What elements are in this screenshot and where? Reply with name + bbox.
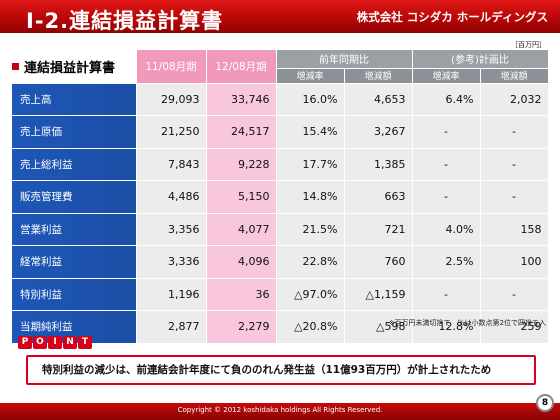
row-label: 売上総利益	[12, 148, 137, 181]
plan-amount: -	[480, 278, 549, 311]
point-letter: O	[33, 336, 47, 349]
subheader-yoy-rate: 増減率	[276, 68, 345, 84]
value-12-08: 33,746	[206, 83, 277, 116]
period-header-1: 11/08月期	[136, 50, 207, 84]
yoy-amount: 1,385	[344, 148, 413, 181]
table-row: 売上高 29,093 33,746 16.0% 4,653 6.4% 2,032	[12, 83, 549, 116]
yoy-rate: △97.0%	[276, 278, 345, 311]
table-row: 販売管理費 4,486 5,150 14.8% 663- -	[12, 180, 549, 214]
plan-rate: -	[412, 180, 481, 214]
plan-amount: -	[480, 148, 549, 181]
row-label: 販売管理費	[12, 180, 137, 214]
yoy-rate: △20.8%	[276, 310, 345, 344]
group-header-yoy: 前年同期比	[276, 50, 413, 69]
subheader-plan-rate: 増減率	[412, 68, 481, 84]
table-label: 連結損益計算書	[24, 60, 116, 76]
header-bar: Ⅰ-2.連結損益計算書 株式会社 コシダカ ホールディングス	[0, 0, 560, 33]
bullet-square-icon	[12, 62, 19, 70]
table-row: 営業利益 3,356 4,077 21.5% 721 4.0% 158	[12, 213, 549, 246]
point-letter: N	[63, 336, 77, 349]
point-letter: T	[78, 336, 92, 349]
plan-rate: 6.4%	[412, 83, 481, 116]
yoy-rate: 16.0%	[276, 83, 345, 116]
point-letter: I	[48, 336, 62, 349]
plan-amount: 259	[480, 310, 549, 344]
yoy-amount: 4,653	[344, 83, 413, 116]
value-11-08: 7,843	[136, 148, 207, 181]
plan-rate: -	[412, 278, 481, 311]
company-logo: 株式会社 コシダカ ホールディングス	[356, 10, 548, 24]
income-statement-table: 連結損益計算書 11/08月期 12/08月期 前年同期比 (参考)計画比 増減…	[12, 50, 549, 344]
page-title: Ⅰ-2.連結損益計算書	[26, 9, 224, 33]
plan-rate: -	[412, 148, 481, 181]
yoy-amount: 3,267	[344, 115, 413, 149]
group-header-plan: (参考)計画比	[412, 50, 549, 69]
value-11-08: 1,196	[136, 278, 207, 311]
copyright: Copyright © 2012 koshidaka holdings All …	[177, 406, 383, 414]
row-label: 営業利益	[12, 213, 137, 246]
value-11-08: 3,356	[136, 213, 207, 246]
yoy-rate: 14.8%	[276, 180, 345, 214]
plan-amount: 158	[480, 213, 549, 246]
value-12-08: 4,096	[206, 245, 277, 279]
value-12-08: 9,228	[206, 148, 277, 181]
row-label: 特別利益	[12, 278, 137, 311]
plan-rate: 12.8%	[412, 310, 481, 344]
plan-amount: -	[480, 180, 549, 214]
plan-amount: -	[480, 115, 549, 149]
table-row: 当期純利益 2,877 2,279 △20.8% △598 12.8% 259	[12, 310, 549, 344]
value-11-08: 21,250	[136, 115, 207, 149]
value-12-08: 5,150	[206, 180, 277, 214]
yoy-rate: 21.5%	[276, 213, 345, 246]
value-11-08: 4,486	[136, 180, 207, 214]
table-label-cell: 連結損益計算書	[12, 50, 137, 84]
table-row: 経常利益 3,336 4,096 22.8% 760 2.5% 100	[12, 245, 549, 279]
row-label: 売上高	[12, 83, 137, 116]
yoy-rate: 17.7%	[276, 148, 345, 181]
value-12-08: 2,279	[206, 310, 277, 344]
row-label: 経常利益	[12, 245, 137, 279]
period-header-2: 12/08月期	[206, 50, 277, 84]
subheader-plan-amount: 増減額	[480, 68, 549, 84]
value-12-08: 24,517	[206, 115, 277, 149]
point-text: 特別利益の減少は、前連結会計年度にて負ののれん発生益（11億93百万円）が計上さ…	[26, 355, 536, 385]
yoy-amount: △1,159	[344, 278, 413, 311]
plan-rate: 2.5%	[412, 245, 481, 279]
value-11-08: 3,336	[136, 245, 207, 279]
footer-bar: Copyright © 2012 koshidaka holdings All …	[0, 403, 560, 420]
subheader-yoy-amount: 増減額	[344, 68, 413, 84]
plan-rate: -	[412, 115, 481, 149]
value-11-08: 29,093	[136, 83, 207, 116]
plan-amount: 2,032	[480, 83, 549, 116]
yoy-amount: △598	[344, 310, 413, 344]
table-row: 売上原価 21,250 24,517 15.4% 3,267- -	[12, 115, 549, 149]
table-row: 特別利益 1,196 36 △97.0% △1,159- -	[12, 278, 549, 311]
footnote: ※百万円未満切捨て ％は小数点第2位で四捨五入	[388, 319, 546, 327]
page-number: 8	[536, 394, 554, 412]
yoy-rate: 22.8%	[276, 245, 345, 279]
yoy-rate: 15.4%	[276, 115, 345, 149]
point-badge: P O I N T	[18, 336, 92, 349]
yoy-amount: 760	[344, 245, 413, 279]
row-label: 売上原価	[12, 115, 137, 149]
plan-amount: 100	[480, 245, 549, 279]
value-12-08: 36	[206, 278, 277, 311]
point-letter: P	[18, 336, 32, 349]
unit-label: ［百万円］	[511, 41, 546, 49]
yoy-amount: 663	[344, 180, 413, 214]
plan-rate: 4.0%	[412, 213, 481, 246]
table-row: 売上総利益 7,843 9,228 17.7% 1,385- -	[12, 148, 549, 181]
value-11-08: 2,877	[136, 310, 207, 344]
yoy-amount: 721	[344, 213, 413, 246]
value-12-08: 4,077	[206, 213, 277, 246]
